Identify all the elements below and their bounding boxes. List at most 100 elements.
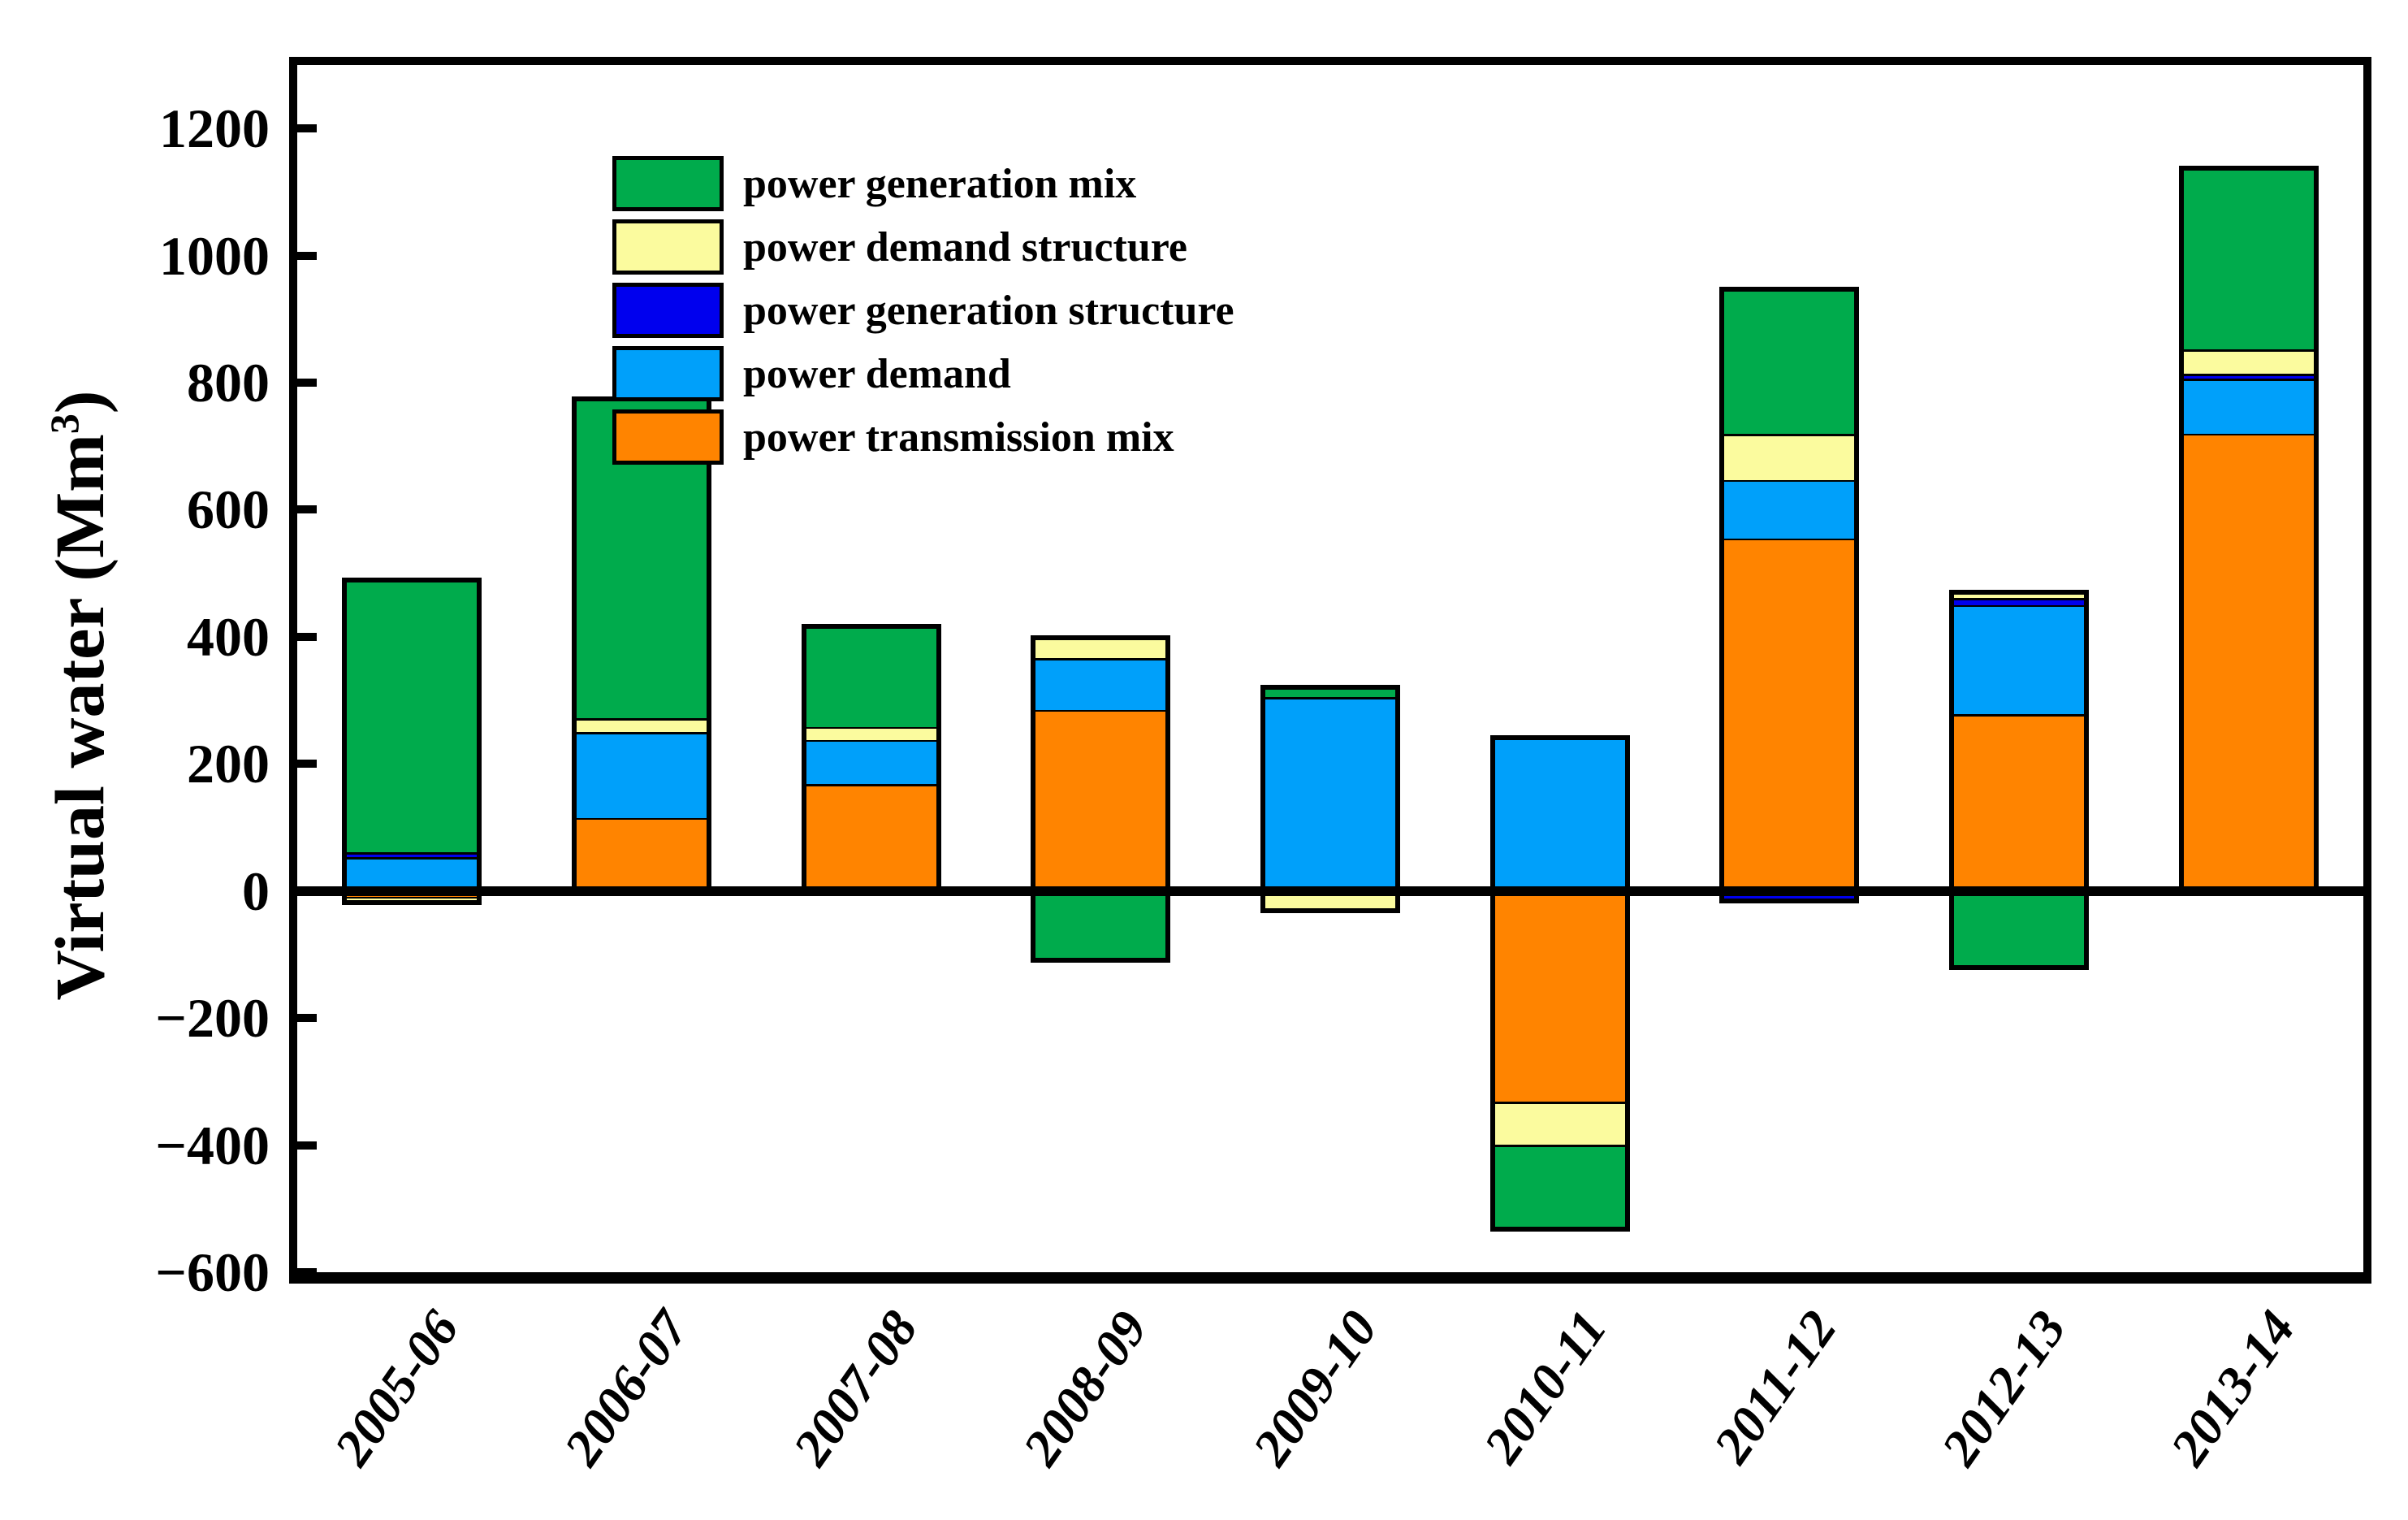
y-tick-label: −400 xyxy=(155,1114,270,1176)
bar-segment-power-transmission-mix xyxy=(2183,433,2314,886)
bar-segment-power-demand-structure xyxy=(1724,434,1855,480)
bar-segment-divider xyxy=(347,855,478,860)
bar-segment-divider xyxy=(2183,371,2314,376)
y-tick xyxy=(297,505,317,514)
bar-segment-divider xyxy=(347,850,478,855)
legend-key xyxy=(612,409,724,465)
bar-segment-power-demand xyxy=(2183,379,2314,434)
bar-segment-power-transmission-mix xyxy=(1954,714,2084,886)
legend-item: power demand structure xyxy=(612,219,1234,275)
legend-item: power transmission mix xyxy=(612,409,1234,465)
y-axis-title: Virtual water (Mm3) xyxy=(39,330,120,1061)
bar-segment-power-generation-mix xyxy=(806,629,936,727)
bar-segment-divider xyxy=(1954,712,2084,717)
bar-segment-power-demand-structure xyxy=(2183,349,2314,375)
bar-segment-power-demand xyxy=(1494,740,1625,886)
bar-segment-power-demand xyxy=(1035,658,1166,710)
bar-segment-power-generation-mix xyxy=(347,582,478,853)
bar-segment-power-demand-structure xyxy=(1954,595,2084,599)
x-axis-label: 2010-11 xyxy=(1472,1300,1618,1474)
bar-segment-power-generation-mix xyxy=(1724,291,1855,435)
legend-label: power generation mix xyxy=(743,160,1137,207)
bar-segment-power-transmission-mix xyxy=(1035,709,1166,886)
bar-segment-divider xyxy=(577,816,707,821)
bar-segment-power-generation-mix xyxy=(2183,170,2314,350)
bar-segment-divider xyxy=(1035,656,1166,660)
bar-segment-power-generation-mix xyxy=(1954,895,2084,965)
legend-label: power transmission mix xyxy=(743,414,1174,461)
x-axis-label: 2006-07 xyxy=(552,1300,699,1476)
y-tick-label: −200 xyxy=(155,987,270,1050)
y-tick-label: 600 xyxy=(187,479,270,541)
bar-segment-power-generation-mix xyxy=(1265,689,1395,698)
bar-segment-power-demand-structure xyxy=(1035,640,1166,659)
bar-segment-power-demand xyxy=(577,732,707,818)
plot-area: power generation mix power demand structu… xyxy=(289,57,2371,1284)
bar-segment-power-transmission-mix xyxy=(1724,538,1855,886)
bar-segment-power-demand xyxy=(347,857,478,886)
x-axis-label: 2005-06 xyxy=(322,1300,470,1476)
y-tick-label: 200 xyxy=(187,733,270,795)
legend-label: power generation structure xyxy=(743,287,1234,334)
bar-segment-power-transmission-mix xyxy=(1494,895,1625,1104)
bar-segment-power-generation-mix xyxy=(1494,1146,1625,1227)
x-axis-label: 2008-09 xyxy=(1011,1300,1159,1476)
bar-segment-power-generation-mix xyxy=(1035,895,1166,959)
legend-item: power generation mix xyxy=(612,156,1234,211)
legend-item: power generation structure xyxy=(612,283,1234,338)
bar-segment-power-demand xyxy=(1954,604,2084,715)
legend: power generation mix power demand structu… xyxy=(612,156,1234,473)
y-tick xyxy=(297,1014,317,1023)
y-tick-label: 0 xyxy=(242,860,270,922)
bar-segment-divider xyxy=(2183,376,2314,381)
bar-segment-power-demand-structure xyxy=(1494,1103,1625,1147)
bar-segment-power-generation-structure xyxy=(1724,895,1855,899)
bar-segment-power-generation-structure xyxy=(347,852,478,858)
bar-segment-power-transmission-mix xyxy=(577,817,707,886)
x-axis-label: 2012-13 xyxy=(1930,1300,2077,1476)
bar-segment-power-demand xyxy=(1265,697,1395,886)
y-tick-label: −600 xyxy=(155,1241,270,1303)
y-tick xyxy=(297,124,317,133)
bar-segment-divider xyxy=(1954,595,2084,600)
legend-label: power demand structure xyxy=(743,223,1187,271)
legend-key xyxy=(612,283,724,338)
y-tick xyxy=(297,379,317,388)
bar-segment-divider xyxy=(1954,603,2084,608)
plot-content xyxy=(297,65,2363,1276)
legend-key xyxy=(612,219,724,275)
y-tick xyxy=(297,251,317,260)
bar-segment-divider xyxy=(1265,695,1395,699)
bar-segment-divider xyxy=(1035,708,1166,712)
y-tick xyxy=(297,632,317,641)
bar-segment-power-demand-structure xyxy=(806,726,936,740)
legend-key xyxy=(612,346,724,401)
bar-segment-power-demand xyxy=(806,739,936,785)
bar-segment-divider xyxy=(2183,431,2314,436)
bar-segment-power-generation-structure xyxy=(2183,374,2314,379)
legend-item: power demand xyxy=(612,346,1234,401)
bar-segment-power-transmission-mix xyxy=(806,784,936,886)
bar-segment-divider xyxy=(1724,431,1855,436)
bar-segment-power-generation-structure xyxy=(1954,598,2084,605)
bar-segment-divider xyxy=(577,730,707,734)
y-tick-label: 1000 xyxy=(159,224,270,287)
legend-key xyxy=(612,156,724,211)
bar-segment-divider xyxy=(1724,536,1855,541)
zero-baseline xyxy=(297,886,2363,896)
y-tick xyxy=(297,1141,317,1150)
bar-segment-divider xyxy=(2183,347,2314,352)
bar-segment-divider xyxy=(806,725,936,730)
x-axis-label: 2013-14 xyxy=(2159,1300,2306,1476)
y-tick xyxy=(297,1268,317,1276)
x-axis-label: 2011-12 xyxy=(1701,1300,1848,1474)
bar-segment-divider xyxy=(1724,478,1855,483)
y-tick-label: 400 xyxy=(187,605,270,668)
legend-label: power demand xyxy=(743,350,1011,397)
y-tick xyxy=(297,760,317,769)
bar-segment-power-demand-structure xyxy=(1265,895,1395,909)
y-tick-label: 800 xyxy=(187,352,270,414)
y-tick-label: 1200 xyxy=(159,97,270,160)
bar-segment-power-demand-structure xyxy=(577,718,707,733)
